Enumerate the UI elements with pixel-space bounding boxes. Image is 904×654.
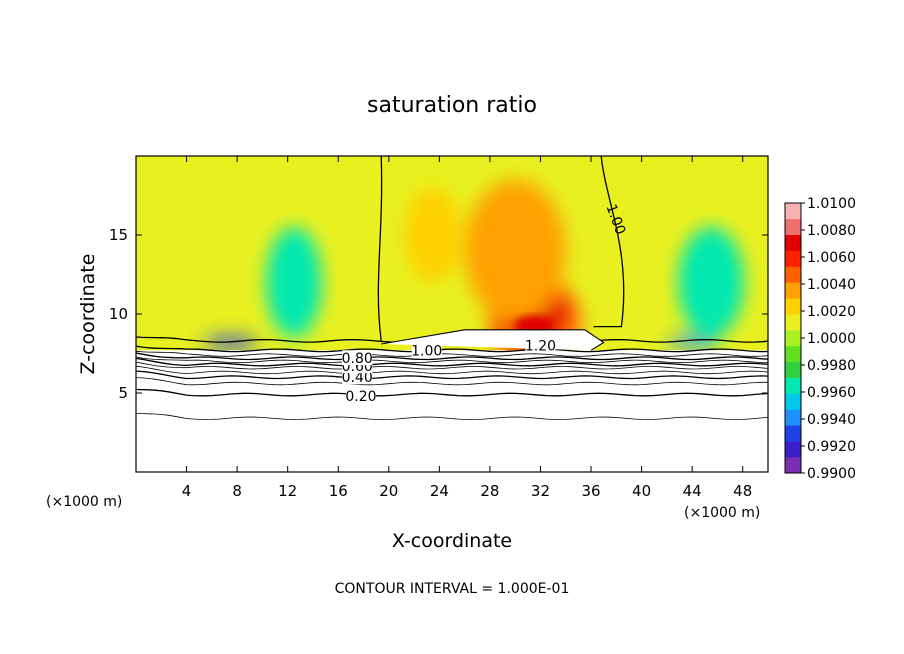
contour-line-7.2 [136, 352, 768, 361]
contour-label-bg-5 [525, 337, 556, 353]
colorbar-swatch-10 [785, 298, 801, 315]
contour-label-bg-3 [342, 350, 373, 366]
x-tick-label-24: 24 [430, 482, 449, 500]
contour-line-6 [136, 370, 768, 380]
plot-area: 0.200.400.600.80 1.00 1.201.00 [136, 156, 768, 472]
x-tick-label-12: 12 [278, 482, 297, 500]
x-tick-label-4: 4 [182, 482, 192, 500]
colorbar-swatch-11 [785, 282, 801, 299]
chart-title: saturation ratio [367, 93, 537, 118]
x-unit-right: (×1000 m) [684, 505, 760, 521]
colorbar-swatch-3 [785, 409, 801, 426]
contour-line-5.6 [136, 377, 768, 386]
contour-labels: 0.200.400.600.80 1.00 1.201.00 [342, 202, 629, 405]
colorbar-swatch-7 [785, 345, 801, 363]
field-cyan-left [266, 227, 322, 338]
contour-label-bg-0 [345, 388, 376, 404]
x-tick-label-8: 8 [232, 482, 242, 500]
contour-line-7 [136, 356, 768, 364]
x-tick-label-36: 36 [581, 482, 600, 500]
x-tick-label-16: 16 [329, 482, 348, 500]
x-tick-label-32: 32 [531, 482, 550, 500]
contour-line-3.4 [136, 413, 768, 420]
x-tick-label-20: 20 [379, 482, 398, 500]
colorbar-label-3: 1.0040 [807, 277, 856, 293]
contour-line-7.7 [136, 345, 768, 353]
colorbar-label-1: 1.0080 [807, 223, 856, 239]
colorbar-swatch-6 [785, 361, 801, 379]
colorbar-swatch-0 [785, 457, 801, 474]
x-tick-label-40: 40 [632, 482, 651, 500]
colorbar-swatch-2 [785, 425, 801, 442]
contour-label-4: 1.00 [411, 343, 442, 359]
colorbar-label-4: 1.0020 [807, 304, 856, 320]
colorbar-swatch-8 [785, 330, 801, 347]
colorbar-swatch-15 [785, 218, 801, 236]
x-tick-label-44: 44 [683, 482, 702, 500]
field-upper-yellow-plume [464, 179, 566, 322]
contour-label-0: 0.20 [345, 389, 376, 405]
x-axis-label: X-coordinate [392, 530, 512, 552]
contour-label-1: 0.40 [342, 370, 373, 386]
contour-label-3: 0.80 [342, 351, 373, 367]
colorbar-swatch-12 [785, 266, 801, 283]
contour-label-bg-4 [411, 342, 442, 358]
colorbar-swatch-16 [785, 203, 801, 220]
field-blue-base-right [666, 336, 718, 348]
contour-line-4.9 [136, 388, 768, 397]
y-axis-label: Z-coordinate [77, 254, 99, 375]
contour-line-7.4 [136, 350, 768, 357]
y-axis: 5 10 15 [109, 226, 768, 402]
x-tick-label-48: 48 [733, 482, 752, 500]
colorbar-swatch-1 [785, 441, 801, 458]
y-tick-label-10: 10 [109, 305, 128, 323]
x-unit-left: (×1000 m) [46, 494, 122, 510]
colorbar-swatch-13 [785, 250, 801, 267]
colorbar-label-6: 0.9980 [807, 358, 856, 374]
contour-label-5: 1.20 [525, 339, 556, 355]
contour-interval-note: CONTOUR INTERVAL = 1.000E-01 [335, 581, 570, 597]
contour-line-1.00-right [593, 156, 625, 328]
field-left-yellow-plume [405, 187, 461, 283]
x-axis: 4 8 12 16 20 24 28 32 36 40 44 48 [182, 156, 752, 500]
colorbar: 1.0100 1.0080 1.0060 1.0040 1.0020 1.0000 0.99… [784, 196, 856, 482]
colorbar-label-2: 1.0060 [807, 250, 856, 266]
colorbar-label-5: 1.0000 [807, 331, 856, 347]
colorbar-label-8: 0.9940 [807, 412, 856, 428]
colorbar-swatch-14 [785, 234, 801, 251]
y-tick-label-5: 5 [118, 384, 128, 402]
colorbar-swatch-4 [785, 393, 801, 410]
colorbar-label-0: 1.0100 [807, 196, 856, 212]
contour-line-6.6 [136, 361, 768, 370]
colorbar-label-9: 0.9920 [807, 439, 856, 455]
y-tick-label-15: 15 [109, 226, 128, 244]
x-tick-label-28: 28 [480, 482, 499, 500]
colorbar-label-7: 0.9960 [807, 385, 856, 401]
field-lower-band [136, 350, 768, 472]
colorbar-swatch-9 [785, 314, 801, 331]
colorbar-swatch-5 [785, 377, 801, 394]
contour-line-6.8 [136, 357, 768, 367]
contour-line-6.3 [136, 365, 768, 375]
contour-line-1.00-left [377, 156, 383, 341]
colorbar-label-10: 0.9900 [807, 466, 856, 482]
field-cyan-right [678, 227, 744, 338]
